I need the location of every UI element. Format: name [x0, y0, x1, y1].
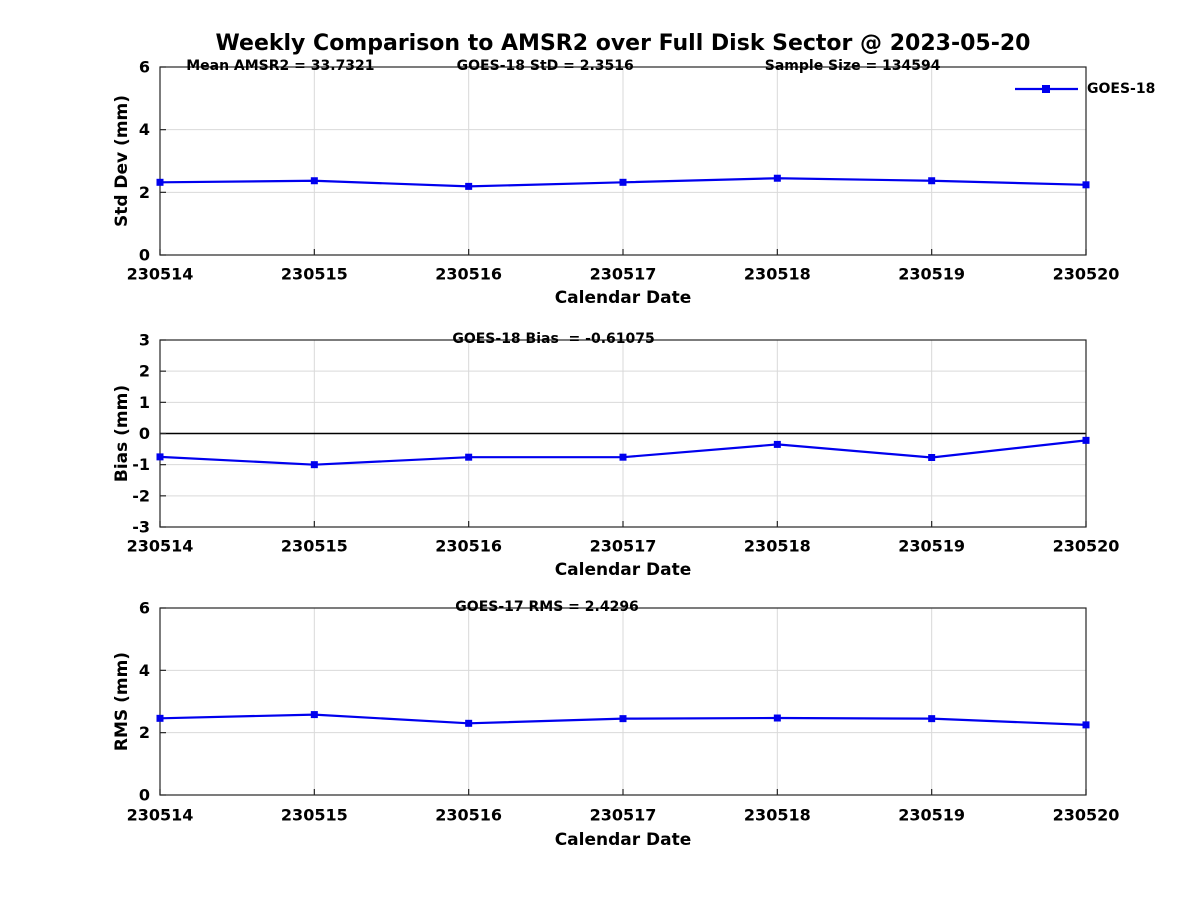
y-tick-label--1: -1 [132, 455, 150, 474]
x-tick-label-230516: 230516 [435, 265, 502, 284]
data-point-230519 [928, 715, 936, 723]
x-axis-label: Calendar Date [555, 288, 692, 308]
y-tick-label-6: 6 [139, 599, 150, 618]
x-tick-label-230520: 230520 [1053, 806, 1120, 825]
x-tick-label-230520: 230520 [1053, 537, 1120, 556]
y-axis-label: Bias (mm) [112, 385, 132, 482]
x-tick-label-230516: 230516 [435, 537, 502, 556]
tick-marks [159, 66, 1087, 256]
data-point-230514 [156, 453, 164, 461]
legend-marker-square [1042, 85, 1050, 93]
y-tick-label-2: 2 [139, 183, 150, 202]
x-tick-label-230515: 230515 [281, 265, 348, 284]
x-tick-label-230517: 230517 [590, 806, 657, 825]
data-point-230517 [619, 715, 627, 723]
tick-marks [159, 339, 1087, 528]
legend-label: GOES-18 [1087, 81, 1155, 97]
x-tick-label-230520: 230520 [1053, 265, 1120, 284]
y-tick-label-0: 0 [139, 246, 150, 265]
grid [159, 66, 1087, 256]
data-point-230517 [619, 178, 627, 186]
data-point-230518 [773, 174, 781, 182]
x-tick-label-230517: 230517 [590, 537, 657, 556]
data-point-230520 [1082, 181, 1090, 189]
annotation-stddev-0: Mean AMSR2 = 33.7321 [186, 58, 374, 74]
annotation-stddev-1: GOES-18 StD = 2.3516 [457, 58, 634, 74]
grid [159, 607, 1087, 796]
data-point-230516 [465, 453, 473, 461]
x-tick-label-230518: 230518 [744, 265, 811, 284]
data-point-230515 [310, 711, 318, 719]
y-tick-label-6: 6 [139, 58, 150, 77]
data-point-230514 [156, 714, 164, 722]
legend: GOES-18 [1015, 81, 1155, 97]
x-tick-label-230515: 230515 [281, 537, 348, 556]
data-point-230518 [773, 714, 781, 722]
x-tick-label-230514: 230514 [127, 537, 194, 556]
subplot-bias: -3 -2 -1 0 1 2 3 230514 230515 230516 230517 230518… [112, 331, 1119, 581]
x-tick-label-230515: 230515 [281, 806, 348, 825]
x-tick-label-230519: 230519 [898, 265, 965, 284]
y-tick-label-4: 4 [139, 661, 150, 680]
data-point-230519 [928, 453, 936, 461]
y-tick-label-2: 2 [139, 723, 150, 742]
x-tick-label-230518: 230518 [744, 537, 811, 556]
data-point-230515 [310, 461, 318, 469]
chart-title: Weekly Comparison to AMSR2 over Full Dis… [215, 31, 1031, 56]
x-tick-label-230519: 230519 [898, 806, 965, 825]
x-tick-label-230518: 230518 [744, 806, 811, 825]
subplot-stddev: 0 2 4 6 230514 230515 230516 230517 230518 230519… [112, 58, 1155, 309]
x-axis-label: Calendar Date [555, 830, 692, 850]
data-point-230516 [465, 182, 473, 190]
annotation-rms-0: GOES-17 RMS = 2.4296 [455, 599, 639, 615]
subplot-rms: 0 2 4 6 230514 230515 230516 230517 230518 230519… [112, 599, 1119, 851]
x-tick-label-230514: 230514 [127, 265, 194, 284]
x-axis-label: Calendar Date [555, 560, 692, 580]
x-tick-label-230516: 230516 [435, 806, 502, 825]
x-tick-label-230514: 230514 [127, 806, 194, 825]
tick-marks [159, 607, 1087, 796]
data-point-230515 [310, 177, 318, 185]
annotation-stddev-2: Sample Size = 134594 [765, 58, 941, 74]
data-point-230514 [156, 178, 164, 186]
data-point-230518 [773, 440, 781, 448]
y-tick-label-1: 1 [139, 393, 150, 412]
y-axis-label: RMS (mm) [112, 652, 132, 751]
y-tick-label-3: 3 [139, 331, 150, 350]
y-tick-label-2: 2 [139, 362, 150, 381]
data-point-230516 [465, 719, 473, 727]
data-point-230520 [1082, 436, 1090, 444]
x-tick-label-230517: 230517 [590, 265, 657, 284]
x-tick-label-230519: 230519 [898, 537, 965, 556]
data-point-230519 [928, 177, 936, 185]
y-tick-label--3: -3 [132, 518, 150, 537]
y-tick-label--2: -2 [132, 486, 150, 505]
y-tick-label-4: 4 [139, 120, 150, 139]
y-axis-label: Std Dev (mm) [112, 95, 132, 227]
data-point-230517 [619, 453, 627, 461]
annotation-bias-0: GOES-18 Bias = -0.61075 [452, 331, 654, 347]
y-tick-label-0: 0 [139, 786, 150, 805]
y-tick-label-0: 0 [139, 424, 150, 443]
data-point-230520 [1082, 721, 1090, 729]
